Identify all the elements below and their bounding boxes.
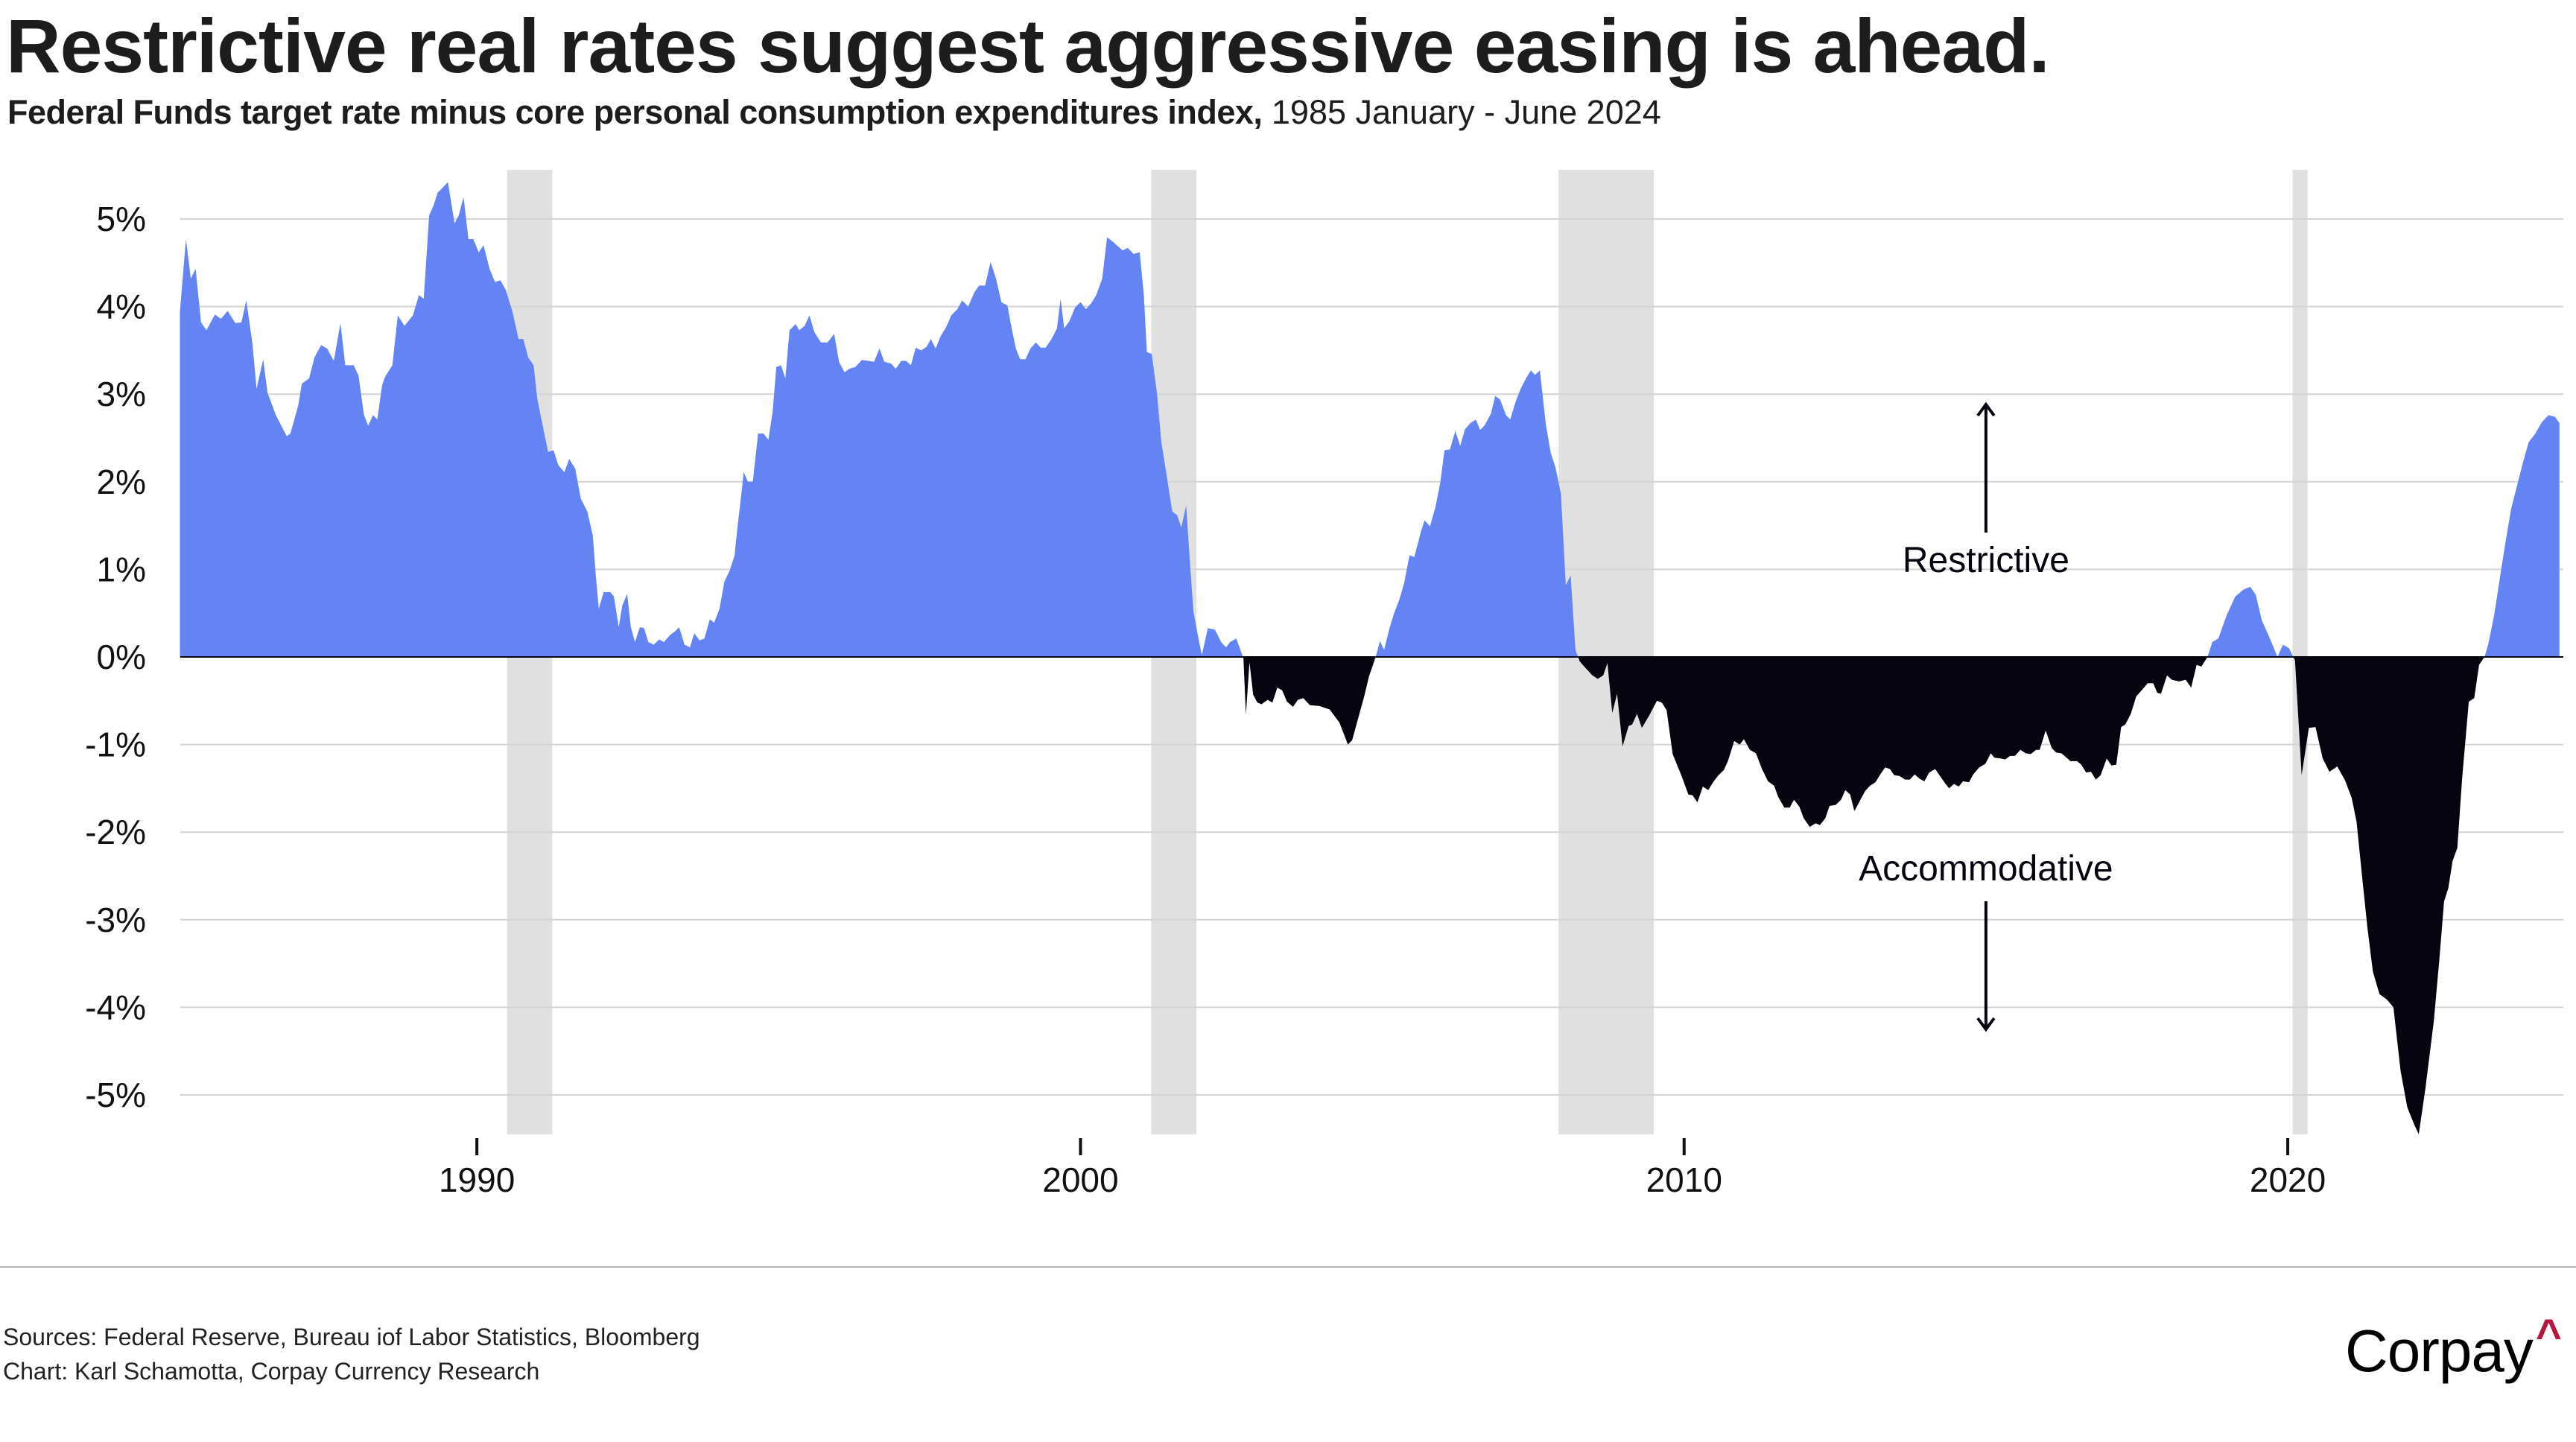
subtitle-description: Federal Funds target rate minus core per… <box>7 93 1263 131</box>
chart-credit: Chart: Karl Schamotta, Corpay Currency R… <box>3 1358 540 1385</box>
accommodative-area <box>180 657 2560 1134</box>
y-tick-label: -1% <box>85 725 146 764</box>
y-tick-label: -2% <box>85 813 146 851</box>
logo-caret-icon: ^ <box>2535 1310 2562 1360</box>
y-tick-label: -5% <box>85 1076 146 1114</box>
x-tick-label: 2020 <box>2250 1160 2326 1199</box>
recession-band <box>2292 170 2308 1134</box>
y-tick-label: 1% <box>97 550 146 588</box>
x-tick-label: 1990 <box>439 1160 515 1199</box>
area-series <box>180 182 2560 1134</box>
annotation-restrictive: Restrictive <box>1903 541 2069 580</box>
y-axis: 5% 4% 3% 2% 1% 0% -1% -2% -3% -4% -5% <box>85 200 146 1114</box>
arrow-down-head <box>1976 1017 1996 1032</box>
x-axis: 1990 2000 2010 2020 <box>439 1138 2326 1199</box>
y-tick-label: 0% <box>97 638 146 676</box>
y-tick-label: 3% <box>97 375 146 413</box>
corpay-logo: Corpay^ <box>2345 1310 2562 1385</box>
annotations: Restrictive Accommodative <box>1859 401 2113 1032</box>
footer-sources: Sources: Federal Reserve, Bureau iof Lab… <box>3 1320 700 1388</box>
footer-divider <box>0 1266 2576 1268</box>
y-tick-label: 5% <box>97 200 146 238</box>
subtitle-date-range: 1985 January - June 2024 <box>1262 93 1661 131</box>
x-tick-label: 2010 <box>1646 1160 1722 1199</box>
y-tick-label: -4% <box>85 988 146 1026</box>
chart-title: Restrictive real rates suggest aggressiv… <box>6 4 2050 89</box>
x-tick-label: 2000 <box>1042 1160 1118 1199</box>
restrictive-area <box>180 182 2560 657</box>
arrow-up-head <box>1976 401 1996 417</box>
y-tick-label: 4% <box>97 288 146 326</box>
logo-wordmark: Corpay <box>2345 1318 2534 1384</box>
annotation-accommodative: Accommodative <box>1859 849 2113 889</box>
real-rate-area-chart: 5% 4% 3% 2% 1% 0% -1% -2% -3% -4% -5% 1990 2000 2010… <box>85 170 2563 1199</box>
sources-text: Sources: Federal Reserve, Bureau iof Lab… <box>3 1324 700 1350</box>
y-tick-label: 2% <box>97 463 146 501</box>
chart-subtitle: Federal Funds target rate minus core per… <box>7 92 1661 133</box>
y-tick-label: -3% <box>85 901 146 939</box>
